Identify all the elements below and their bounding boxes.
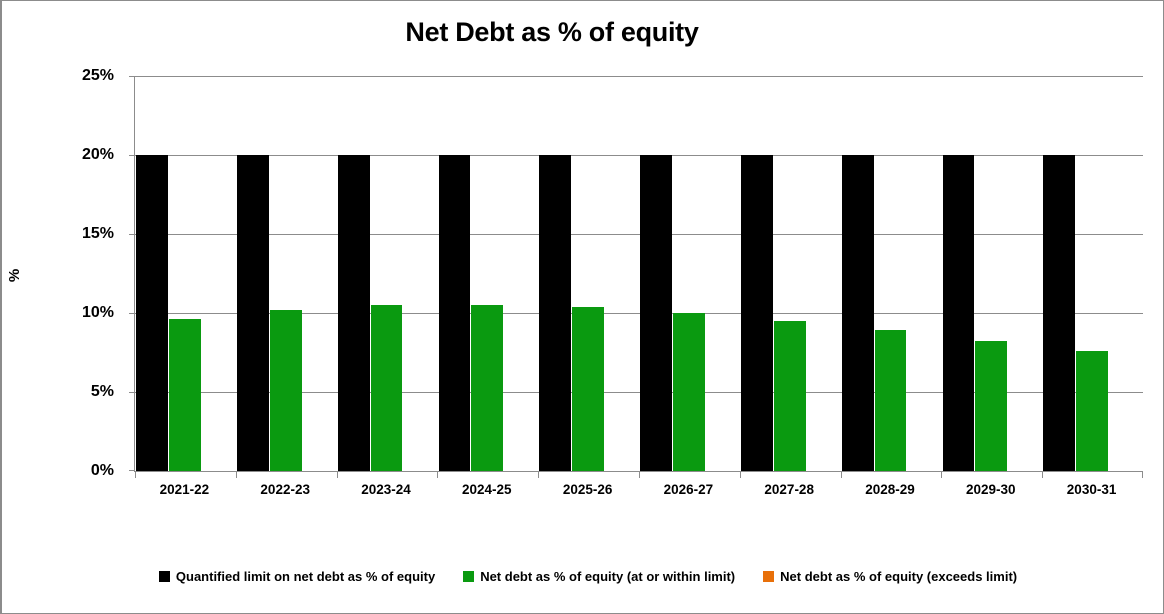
x-axis-label-2028-29: 2028-29 [865, 482, 915, 497]
y-axis-tick [129, 76, 135, 77]
x-axis-tick [235, 471, 237, 478]
bar-2029-30-series-1 [942, 155, 975, 471]
bar-2021-22-series-2 [169, 319, 201, 471]
y-axis-label-15%: 15% [81, 225, 114, 242]
bar-group-2024-25 [437, 76, 538, 471]
x-axis-tick [538, 471, 540, 478]
gridline-20pct [135, 155, 1143, 156]
bar-group-2027-28 [740, 76, 841, 471]
x-axis-tick [941, 471, 943, 478]
bar-2030-31-series-1 [1043, 155, 1076, 471]
x-axis-tick [1142, 471, 1143, 478]
legend-marker-square [158, 570, 170, 582]
gridline-5pct [135, 392, 1143, 393]
bar-2027-28-series-2 [773, 320, 806, 471]
x-axis-tick [739, 471, 741, 478]
gridline-10pct [135, 313, 1143, 314]
x-axis-label-2029-30: 2029-30 [966, 482, 1016, 497]
bar-group-2023-24 [337, 76, 438, 471]
bar-2021-22-series-1 [136, 155, 168, 471]
x-axis-tick [336, 471, 338, 478]
bar-2024-25-series-1 [438, 155, 471, 471]
bar-2026-27-series-2 [673, 313, 705, 471]
x-axis-label-2030-31: 2030-31 [1066, 482, 1117, 497]
x-axis-tick [840, 471, 842, 478]
legend-label-1: Quantified limit on net debt as % of equ… [175, 568, 436, 584]
bar-2025-26-series-1 [539, 155, 572, 471]
y-axis-title: % [6, 268, 24, 283]
legend-label-3: Net debt as % of equity (exceeds limit) [780, 568, 1018, 584]
y-axis-label-10%: 10% [81, 304, 114, 321]
legend: Quantified limit on net debt as % of equ… [42, 565, 1134, 587]
y-axis-tick [129, 155, 135, 156]
y-axis-label-20%: 20% [81, 146, 114, 163]
bar-2026-27-series-1 [640, 155, 672, 471]
bar-2030-31-series-2 [1076, 350, 1108, 471]
legend-entry-3: Net debt as % of equity (exceeds limit) [763, 569, 1017, 584]
x-axis-tick [437, 471, 439, 478]
x-axis-label-2025-26: 2025-26 [562, 482, 613, 497]
bar-2023-24-series-1 [337, 155, 370, 471]
chart-title: Net Debt as % of equity [405, 17, 699, 47]
x-axis-label-2026-27: 2026-27 [663, 482, 714, 497]
x-axis-label-2022-23: 2022-23 [260, 482, 310, 497]
y-axis-label-0%: 0% [90, 462, 114, 479]
bar-group-2021-22 [135, 76, 236, 471]
bar-2027-28-series-1 [740, 155, 773, 471]
plot-area [129, 76, 1143, 478]
legend-entry-1: Quantified limit on net debt as % of equ… [158, 568, 436, 584]
gridline-25pct [135, 76, 1143, 77]
legend-label-2: Net debt as % of equity (at or within li… [480, 568, 736, 584]
y-axis-tick [129, 234, 135, 235]
bar-group-2025-26 [538, 76, 639, 471]
bar-2024-25-series-2 [471, 305, 504, 471]
y-axis-tick [129, 313, 135, 314]
legend-entry-2: Net debt as % of equity (at or within li… [463, 569, 735, 584]
y-axis-label-5%: 5% [90, 383, 114, 400]
x-axis-tick [135, 471, 136, 478]
bar-group-2030-31 [1042, 76, 1143, 471]
legend-marker-square [463, 570, 475, 582]
bar-group-2029-30 [941, 76, 1042, 471]
y-axis-label-25%: 25% [81, 67, 114, 84]
legend-marker-square [763, 570, 775, 582]
x-axis-tick [639, 471, 640, 478]
y-axis-tick [129, 392, 135, 393]
bar-group-2028-29 [841, 76, 942, 471]
x-axis-label-2027-28: 2027-28 [764, 482, 814, 497]
bar-2023-24-series-2 [370, 305, 403, 471]
bar-2025-26-series-2 [572, 306, 604, 471]
gridline-15pct [135, 234, 1143, 235]
x-axis-label-2021-22: 2021-22 [159, 482, 210, 497]
bar-group-2026-27 [639, 76, 740, 471]
bar-2029-30-series-2 [975, 341, 1008, 471]
x-axis-labels: 2021-22 2022-23 2023-24 2024-25 2025-26 2026-… [134, 482, 1142, 497]
bar-2022-23-series-1 [236, 155, 269, 471]
bar-2028-29-series-1 [841, 155, 874, 471]
x-axis-label-2024-25: 2024-25 [462, 482, 512, 497]
bar-2022-23-series-2 [269, 309, 302, 471]
x-axis-label-2023-24: 2023-24 [361, 482, 411, 497]
bar-group-2022-23 [236, 76, 337, 471]
y-axis-tick [129, 470, 135, 471]
bar-2028-29-series-2 [874, 330, 907, 471]
x-axis-tick [1042, 471, 1044, 478]
